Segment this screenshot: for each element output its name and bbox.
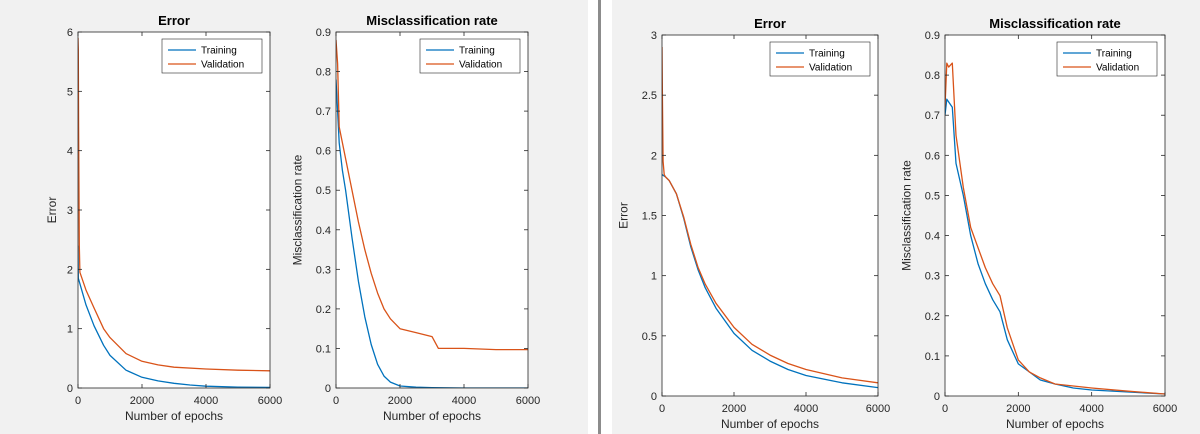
chart-title: Error (158, 13, 190, 28)
y-tick-label: 0.7 (925, 110, 940, 122)
legend-label-validation: Validation (1096, 63, 1139, 74)
x-tick-label: 0 (333, 395, 339, 407)
y-tick-label: 0.7 (316, 106, 331, 118)
series-line-training (945, 98, 1165, 395)
x-tick-label: 6000 (258, 395, 282, 407)
chart-title: Misclassification rate (366, 13, 498, 28)
x-axis-label: Number of epochs (383, 409, 481, 423)
x-tick-label: 2000 (1006, 403, 1030, 415)
plot-area (78, 32, 270, 388)
series-line-training (336, 79, 528, 388)
legend-box (419, 38, 521, 74)
chart-title: Error (754, 16, 786, 31)
y-tick-label: 0.9 (316, 27, 331, 39)
x-axis-label: Number of epochs (125, 409, 223, 423)
y-tick-label: 0.4 (316, 225, 331, 237)
y-tick-label: 0.1 (925, 351, 940, 363)
y-tick-label: 4 (67, 146, 73, 158)
x-tick-label: 0 (942, 403, 948, 415)
x-tick-label: 6000 (1153, 403, 1177, 415)
axes-frame (335, 31, 529, 389)
legend: Training Validation (161, 38, 263, 74)
legend-label-validation: Validation (459, 60, 502, 71)
y-axis-label: Error (45, 197, 59, 224)
y-tick-label: 6 (67, 27, 73, 39)
series-line-training (78, 245, 270, 388)
x-tick-label: 2000 (130, 395, 154, 407)
y-axis-label: Misclassification rate (290, 154, 304, 265)
legend: Training Validation (1056, 41, 1158, 77)
x-axis-label: Number of epochs (1006, 417, 1104, 431)
chart-1: 0 2000 4000 6000 0 1 2 3 4 5 6 Error Number of epoch… (45, 13, 282, 423)
legend-label-training: Training (1096, 49, 1132, 60)
plot-area (336, 32, 528, 388)
y-tick-label: 2 (67, 264, 73, 276)
y-tick-label: 1 (67, 324, 73, 336)
x-tick-label: 6000 (866, 403, 890, 415)
y-tick-label: 0.5 (316, 185, 331, 197)
y-axis-label: Error (616, 202, 630, 229)
x-axis-label: Number of epochs (721, 417, 819, 431)
y-tick-label: 0 (651, 391, 657, 403)
series-line-validation (662, 46, 878, 384)
x-tick-label: 4000 (194, 395, 218, 407)
legend-label-validation: Validation (809, 63, 852, 74)
y-tick-label: 0.6 (316, 146, 331, 158)
x-tick-label: 6000 (516, 395, 540, 407)
legend-label-validation: Validation (201, 60, 244, 71)
y-tick-label: 0.2 (925, 311, 940, 323)
x-tick-label: 0 (75, 395, 81, 407)
y-tick-label: 1.5 (642, 211, 657, 223)
y-tick-label: 0 (934, 391, 940, 403)
series-line-validation (336, 39, 528, 351)
plot-area (945, 35, 1165, 396)
y-tick-label: 0.1 (316, 343, 331, 355)
y-tick-label: 2.5 (642, 90, 657, 102)
axes-frame (944, 34, 1166, 397)
x-tick-label: 4000 (1079, 403, 1103, 415)
x-tick-label: 0 (659, 403, 665, 415)
y-tick-label: 5 (67, 86, 73, 98)
legend-label-training: Training (201, 46, 237, 57)
y-tick-label: 0.9 (925, 30, 940, 42)
y-tick-label: 0 (67, 383, 73, 395)
y-tick-label: 0.8 (316, 67, 331, 79)
y-tick-label: 1 (651, 271, 657, 283)
chart-4: 0 2000 4000 6000 0 0.1 0.2 0.3 0.4 0.5 0.6 0.7 0.8 0.… (899, 16, 1177, 431)
x-tick-label: 2000 (722, 403, 746, 415)
legend-label-training: Training (459, 46, 495, 57)
y-tick-label: 0.5 (642, 331, 657, 343)
chart-title: Misclassification rate (989, 16, 1121, 31)
series-line-validation (945, 62, 1165, 395)
y-tick-label: 0.3 (925, 271, 940, 283)
y-tick-label: 3 (651, 30, 657, 42)
gutter-divider (598, 0, 601, 434)
legend-label-training: Training (809, 49, 845, 60)
y-tick-label: 2 (651, 150, 657, 162)
x-tick-label: 2000 (388, 395, 412, 407)
y-tick-label: 0.5 (925, 190, 940, 202)
legend: Training Validation (769, 41, 871, 77)
x-tick-label: 4000 (452, 395, 476, 407)
y-tick-label: 3 (67, 205, 73, 217)
y-tick-label: 0.8 (925, 70, 940, 82)
legend: Training Validation (419, 38, 521, 74)
y-axis-label: Misclassification rate (899, 160, 913, 271)
y-tick-label: 0.2 (316, 304, 331, 316)
legend-box (161, 38, 263, 74)
y-tick-label: 0.6 (925, 150, 940, 162)
x-tick-label: 4000 (794, 403, 818, 415)
y-tick-label: 0 (325, 383, 331, 395)
plot-area (662, 35, 878, 396)
chart-2: 0 2000 4000 6000 0 0.1 0.2 0.3 0.4 0.5 0.6 0.7 0.8 0.… (290, 13, 540, 423)
legend-box (769, 41, 871, 77)
y-tick-label: 0.3 (316, 264, 331, 276)
y-tick-label: 0.4 (925, 231, 940, 243)
chart-3: 0 2000 4000 6000 0 0.5 1 1.5 2 2.5 3 Error Number of… (616, 16, 890, 431)
legend-box (1056, 41, 1158, 77)
series-line-validation (78, 37, 270, 372)
